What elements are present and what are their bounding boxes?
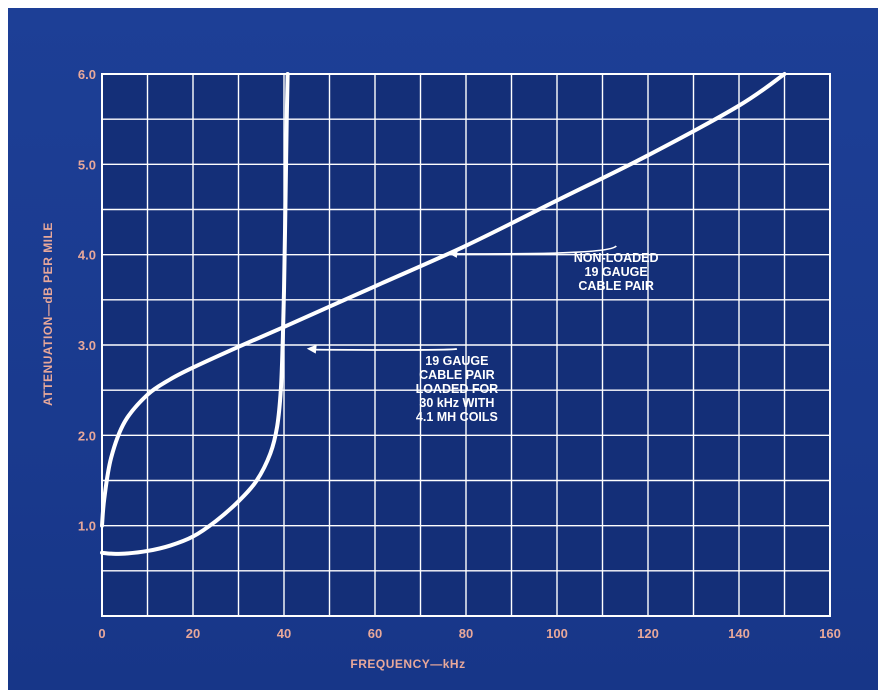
series-line-2 <box>100 72 290 556</box>
x-tick-label: 160 <box>819 626 841 641</box>
annotation-line: 19 GAUGE <box>425 354 488 368</box>
y-tick-label: 2.0 <box>78 428 96 443</box>
y-tick-label: 5.0 <box>78 157 96 172</box>
x-tick-label: 20 <box>186 626 200 641</box>
y-tick-label: 4.0 <box>78 248 96 263</box>
y-tick-label: 6.0 <box>78 67 96 82</box>
annotation-line: 30 kHz WITH <box>419 396 494 410</box>
series-line-1 <box>100 72 787 528</box>
x-tick-label: 40 <box>277 626 291 641</box>
x-tick-label: 80 <box>459 626 473 641</box>
y-tick-label: 1.0 <box>78 519 96 534</box>
annotation-arrowhead-1 <box>447 248 458 258</box>
x-tick-label: 0 <box>98 626 105 641</box>
annotation-line: NON-LOADED <box>574 251 659 265</box>
y-axis-title: ATTENUATION—dB PER MILE <box>41 222 55 406</box>
annotation-line: 19 GAUGE <box>585 265 648 279</box>
tick-labels: 0 20 40 60 80 100 120 140 160 1.0 2.0 3.0 4.0 5.0 6.0 <box>78 67 841 641</box>
plot-frame <box>101 73 831 617</box>
annotation-label-2: 19 GAUGE CABLE PAIR LOADED FOR 30 kHz WITH 4… <box>416 354 499 424</box>
annotation-line: LOADED FOR <box>416 382 499 396</box>
y-tick-label: 3.0 <box>78 338 96 353</box>
x-tick-label: 140 <box>728 626 750 641</box>
annotation-leader-1 <box>453 245 617 255</box>
x-tick-label: 60 <box>368 626 382 641</box>
grid <box>101 73 831 617</box>
annotation-line: CABLE PAIR <box>419 368 494 382</box>
x-axis-title: FREQUENCY—kHz <box>350 657 465 671</box>
annotation-leader-2 <box>312 347 458 351</box>
series-group <box>100 72 787 556</box>
x-tick-label: 100 <box>546 626 568 641</box>
annotation-label-1: NON-LOADED 19 GAUGE CABLE PAIR <box>574 251 659 293</box>
annotation-line: 4.1 MH COILS <box>416 410 498 424</box>
x-tick-label: 120 <box>637 626 659 641</box>
annotation-line: CABLE PAIR <box>578 279 653 293</box>
chart-panel: NON-LOADED 19 GAUGE CABLE PAIR 19 GAUGE CABL… <box>8 8 878 690</box>
annotation-arrowhead-2 <box>306 344 317 354</box>
